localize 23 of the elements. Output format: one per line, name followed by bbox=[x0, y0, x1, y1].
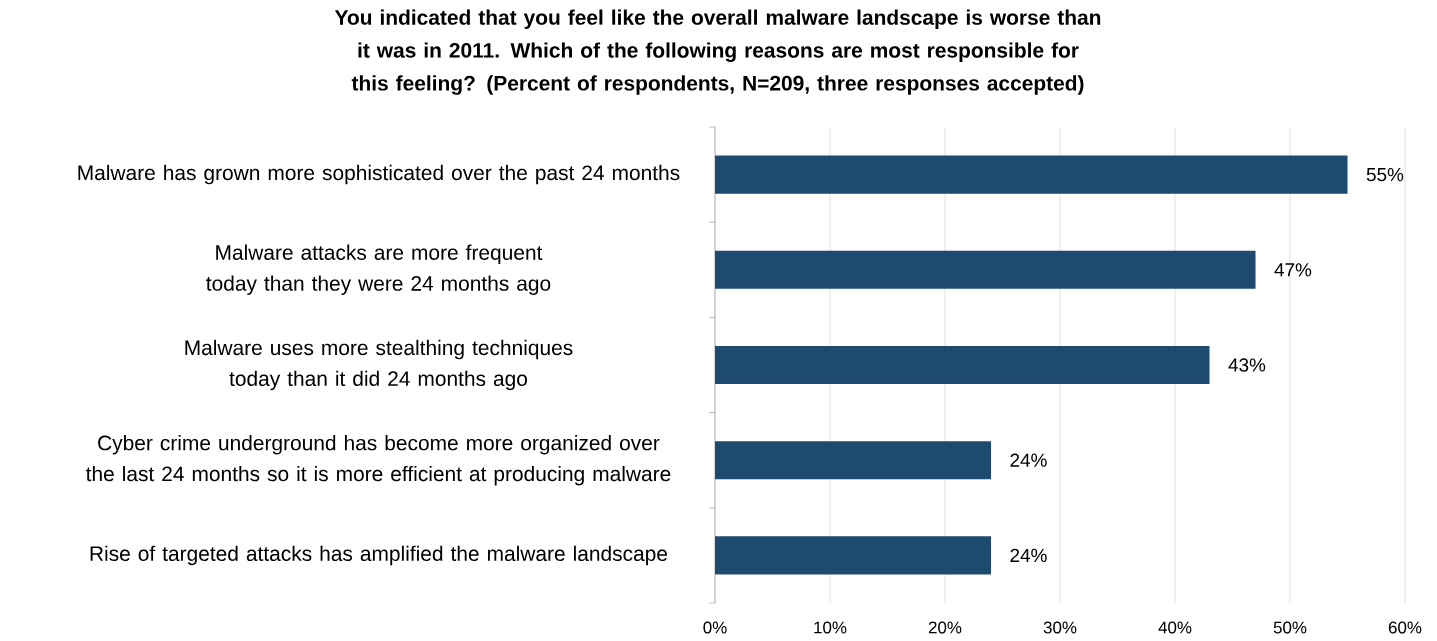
bar bbox=[715, 441, 992, 480]
x-tick-label: 20% bbox=[928, 621, 962, 634]
bar bbox=[715, 536, 992, 575]
chart-title: You indicated that you feel like the overall malware landscape is worse than it was in 2011. Which of the following reasons are most responsible for this feeling? (Percent of respondents, N=209, three responses accepted) bbox=[334, 9, 1101, 95]
data-label: 43% bbox=[1228, 358, 1266, 372]
y-tick-label: Malware uses more stealthing techniques today than it did 24 months ago bbox=[185, 339, 573, 391]
data-label: 55% bbox=[1366, 167, 1404, 182]
y-tick-label: Malware has grown more sophisticated over the past 24 months bbox=[78, 164, 680, 185]
x-tick-label: 60% bbox=[1388, 621, 1422, 634]
data-label: 24% bbox=[1010, 453, 1047, 467]
y-tick-label: Rise of targeted attacks has amplified the malware landscape bbox=[90, 545, 668, 566]
data-label: 47% bbox=[1274, 263, 1312, 277]
y-tick-label: Malware attacks are more frequent today than they were 24 months ago bbox=[206, 244, 551, 295]
bar bbox=[715, 250, 1256, 289]
x-tick-label: 0% bbox=[703, 621, 727, 634]
x-tick-label: 10% bbox=[814, 621, 847, 634]
data-label: 24% bbox=[1010, 548, 1047, 563]
bar bbox=[715, 155, 1348, 194]
x-tick-label: 40% bbox=[1158, 621, 1192, 634]
y-tick-label: Cyber crime underground has become more organized over the last 24 months so it is more efficient at producing malware bbox=[85, 435, 671, 486]
x-tick-label: 50% bbox=[1273, 621, 1307, 634]
x-tick-label: 30% bbox=[1043, 621, 1077, 634]
bar bbox=[715, 345, 1210, 385]
